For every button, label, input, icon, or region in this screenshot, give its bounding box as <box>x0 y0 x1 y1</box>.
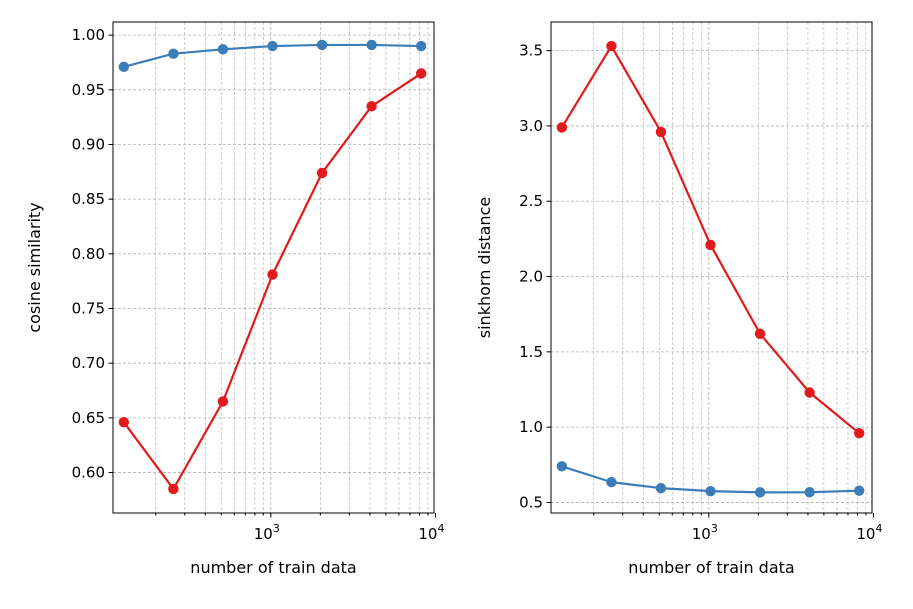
data-point-blue <box>267 40 278 52</box>
series-blue <box>118 39 427 73</box>
grid <box>113 22 434 513</box>
data-point-blue <box>804 487 815 498</box>
data-point-red <box>316 167 328 179</box>
data-point-red <box>217 396 229 407</box>
data-point-red <box>853 427 865 439</box>
data-point-red <box>118 417 130 428</box>
data-point-blue <box>556 461 568 472</box>
grid <box>551 22 872 513</box>
y-tick-label: 1.0 <box>519 418 543 436</box>
y-tick-label: 0.80 <box>72 245 105 263</box>
y-axis-label: sinkhorn distance <box>475 197 494 338</box>
data-point-red <box>168 483 179 495</box>
plot-frame <box>112 21 435 514</box>
x-tick-label: 104 <box>856 522 882 543</box>
data-point-blue <box>655 482 667 494</box>
data-point-red <box>705 239 716 251</box>
y-tick-label: 1.00 <box>72 26 105 44</box>
data-point-blue <box>316 39 328 51</box>
data-point-red <box>754 328 766 339</box>
y-tick-label: 0.60 <box>72 464 105 482</box>
x-tick-label: 104 <box>418 522 444 543</box>
y-tick-label: 0.70 <box>72 354 105 372</box>
x-tick-label: 103 <box>254 522 280 543</box>
series-line-red <box>122 72 422 491</box>
y-tick-label: 2.0 <box>519 268 543 286</box>
data-point-blue <box>754 487 766 498</box>
data-point-red <box>606 40 617 52</box>
series-red <box>118 68 427 495</box>
data-point-red <box>366 101 377 112</box>
data-point-blue <box>705 485 716 497</box>
y-tick-label: 0.65 <box>72 409 105 427</box>
data-point-red <box>655 126 667 138</box>
x-tick-label: 103 <box>692 522 718 543</box>
y-tick-label: 1.5 <box>519 343 543 361</box>
data-point-blue <box>217 44 229 55</box>
data-point-red <box>267 269 278 280</box>
sinkhorn-distance-panel: 103 104 0.5 1.0 1.5 2.0 2.5 3.0 3.5 number of tra… <box>475 21 882 577</box>
series-line-red <box>560 44 860 435</box>
plot-frame <box>550 21 873 514</box>
y-tick-label: 3.5 <box>519 42 543 60</box>
series-red <box>556 40 865 439</box>
y-tick-label: 0.85 <box>72 190 105 208</box>
y-tick-label: 0.75 <box>72 300 105 318</box>
x-axis-label: number of train data <box>190 558 356 577</box>
y-tick-label: 0.95 <box>72 81 105 99</box>
data-point-blue <box>415 40 427 52</box>
data-point-red <box>415 68 427 79</box>
y-tick-label: 3.0 <box>519 117 543 135</box>
y-tick-label: 0.90 <box>72 135 105 153</box>
data-point-blue <box>366 39 377 51</box>
y-tick-label: 2.5 <box>519 192 543 210</box>
data-point-red <box>556 122 568 133</box>
series-blue <box>556 461 865 498</box>
data-point-blue <box>118 61 130 73</box>
y-axis-label: cosine similarity <box>25 202 44 332</box>
data-point-blue <box>168 48 179 59</box>
y-tick-label: 0.5 <box>519 493 543 511</box>
data-point-red <box>804 387 815 398</box>
x-axis-label: number of train data <box>628 558 794 577</box>
data-point-blue <box>853 485 865 496</box>
cosine-similarity-panel: 103 104 0.60 0.65 0.70 0.75 0.80 0.85 0.90 0.95 1.… <box>25 21 444 577</box>
data-point-blue <box>606 476 617 488</box>
